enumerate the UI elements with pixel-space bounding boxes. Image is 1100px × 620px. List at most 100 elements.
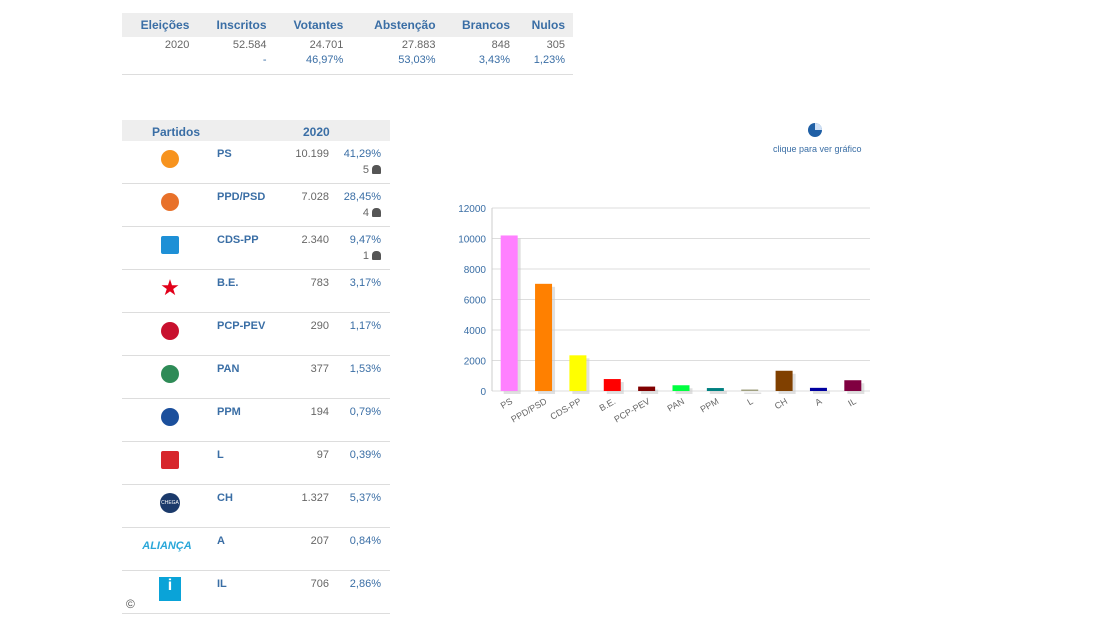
party-percent: 5,37% [349, 492, 381, 504]
bar-pcppev [638, 386, 656, 391]
year-header: 2020 [303, 125, 330, 139]
summary-percent [122, 52, 197, 67]
summary-value: 52.584 [232, 39, 267, 51]
bar-shadow [709, 391, 727, 394]
party-name[interactable]: B.E. [217, 277, 239, 289]
party-logo-icon [159, 191, 181, 213]
x-tick-label: PAN [666, 396, 686, 414]
party-row: ★ B.E. 783 3,17% [122, 270, 390, 313]
party-logo-icon [159, 363, 181, 385]
summary-value: 24.701 [309, 39, 344, 51]
summary-header: Brancos [443, 13, 519, 37]
party-row: PS 10.199 41,29% 5 [122, 141, 390, 184]
summary-percent: - [262, 54, 267, 66]
party-votes: 194 [310, 406, 329, 418]
party-name[interactable]: IL [217, 578, 227, 590]
party-mandates: 4 [363, 207, 381, 219]
summary-percent: 53,03% [398, 54, 436, 66]
bar-ppdpsd [535, 283, 553, 391]
summary-header: Abstenção [351, 13, 444, 37]
y-tick-label: 6000 [464, 296, 487, 307]
party-row: CDS-PP 2.340 9,47% 1 [122, 227, 390, 270]
party-name[interactable]: PPM [217, 406, 241, 418]
parties-table: Partidos 2020 PS 10.199 41,29% 5 PPD/PSD 7.0… [122, 120, 390, 614]
party-logo-icon [159, 234, 181, 256]
party-logo-icon [159, 406, 181, 428]
summary-header: Nulos [518, 13, 573, 37]
x-tick-label: B.E. [598, 396, 618, 413]
party-percent: 0,79% [349, 406, 381, 418]
summary-value: 2020 [164, 39, 190, 51]
bar-ch [775, 370, 793, 391]
bar-ppm [706, 388, 724, 391]
y-tick-label: 2000 [464, 357, 487, 368]
bar-il [844, 380, 862, 391]
party-row: CHEGA CH 1.327 5,37% [122, 485, 390, 528]
party-votes: 1.327 [301, 492, 329, 504]
person-icon [372, 208, 381, 217]
divider [122, 74, 573, 75]
party-row: PCP-PEV 290 1,17% [122, 313, 390, 356]
party-name[interactable]: CDS-PP [217, 234, 259, 246]
party-row: PPM 194 0,79% [122, 399, 390, 442]
party-percent: 3,17% [349, 277, 381, 289]
summary-header: Eleições [122, 13, 198, 37]
bar-be [603, 379, 621, 391]
party-percent: 41,29% [343, 148, 381, 160]
summary-percent: 46,97% [306, 54, 344, 66]
party-votes: 97 [316, 449, 329, 461]
bar-pan [672, 385, 690, 391]
party-votes: 2.340 [301, 234, 329, 246]
party-votes: 207 [310, 535, 329, 547]
party-logo-icon: CHEGA [159, 492, 181, 514]
party-mandates: 1 [363, 250, 381, 262]
x-tick-label: PCP-PEV [612, 396, 651, 424]
party-mandates: 5 [363, 164, 381, 176]
party-logo-icon [159, 148, 181, 170]
y-tick-label: 8000 [464, 265, 487, 276]
pie-chart-icon[interactable] [808, 123, 822, 137]
y-tick-label: 0 [480, 387, 486, 398]
summary-value: 305 [546, 39, 565, 51]
party-name[interactable]: CH [217, 492, 233, 504]
party-name[interactable]: PS [217, 148, 232, 160]
party-logo-icon [159, 449, 181, 471]
party-name[interactable]: A [217, 535, 225, 547]
view-chart-link[interactable]: clique para ver gráfico [773, 144, 862, 154]
party-row: L 97 0,39% [122, 442, 390, 485]
party-name[interactable]: PAN [217, 363, 240, 375]
party-name[interactable]: L [217, 449, 224, 461]
bar-shadow [744, 392, 762, 394]
party-name[interactable]: PPD/PSD [217, 191, 266, 203]
party-votes: 706 [310, 578, 329, 590]
party-percent: 0,39% [349, 449, 381, 461]
parties-header: Partidos 2020 [122, 120, 390, 141]
party-row: PPD/PSD 7.028 28,45% 4 [122, 184, 390, 227]
party-row: i IL 706 2,86% [122, 571, 390, 614]
x-tick-label: PS [499, 396, 514, 411]
summary-table: Eleições Inscritos Votantes Abstenção Branco… [122, 13, 573, 67]
bar-l [741, 389, 759, 391]
x-tick-label: L [745, 396, 754, 407]
party-votes: 783 [310, 277, 329, 289]
party-logo-icon: ALIANÇA [142, 540, 192, 552]
bar-a [809, 387, 827, 391]
party-percent: 2,86% [349, 578, 381, 590]
person-icon [372, 165, 381, 174]
party-name[interactable]: PCP-PEV [217, 320, 266, 332]
bar-shadow [641, 389, 659, 394]
party-votes: 290 [310, 320, 329, 332]
copyright: © [126, 597, 135, 611]
y-tick-label: 4000 [464, 326, 487, 337]
x-tick-label: CDS-PP [548, 396, 582, 422]
parties-header-label: Partidos [152, 125, 201, 139]
y-tick-label: 10000 [458, 235, 486, 246]
party-votes: 10.199 [295, 148, 329, 160]
party-row: ALIANÇA A 207 0,84% [122, 528, 390, 571]
party-percent: 9,47% [349, 234, 381, 246]
x-tick-label: A [813, 396, 823, 408]
bar-ps [500, 235, 518, 391]
party-row: PAN 377 1,53% [122, 356, 390, 399]
party-percent: 28,45% [343, 191, 381, 203]
